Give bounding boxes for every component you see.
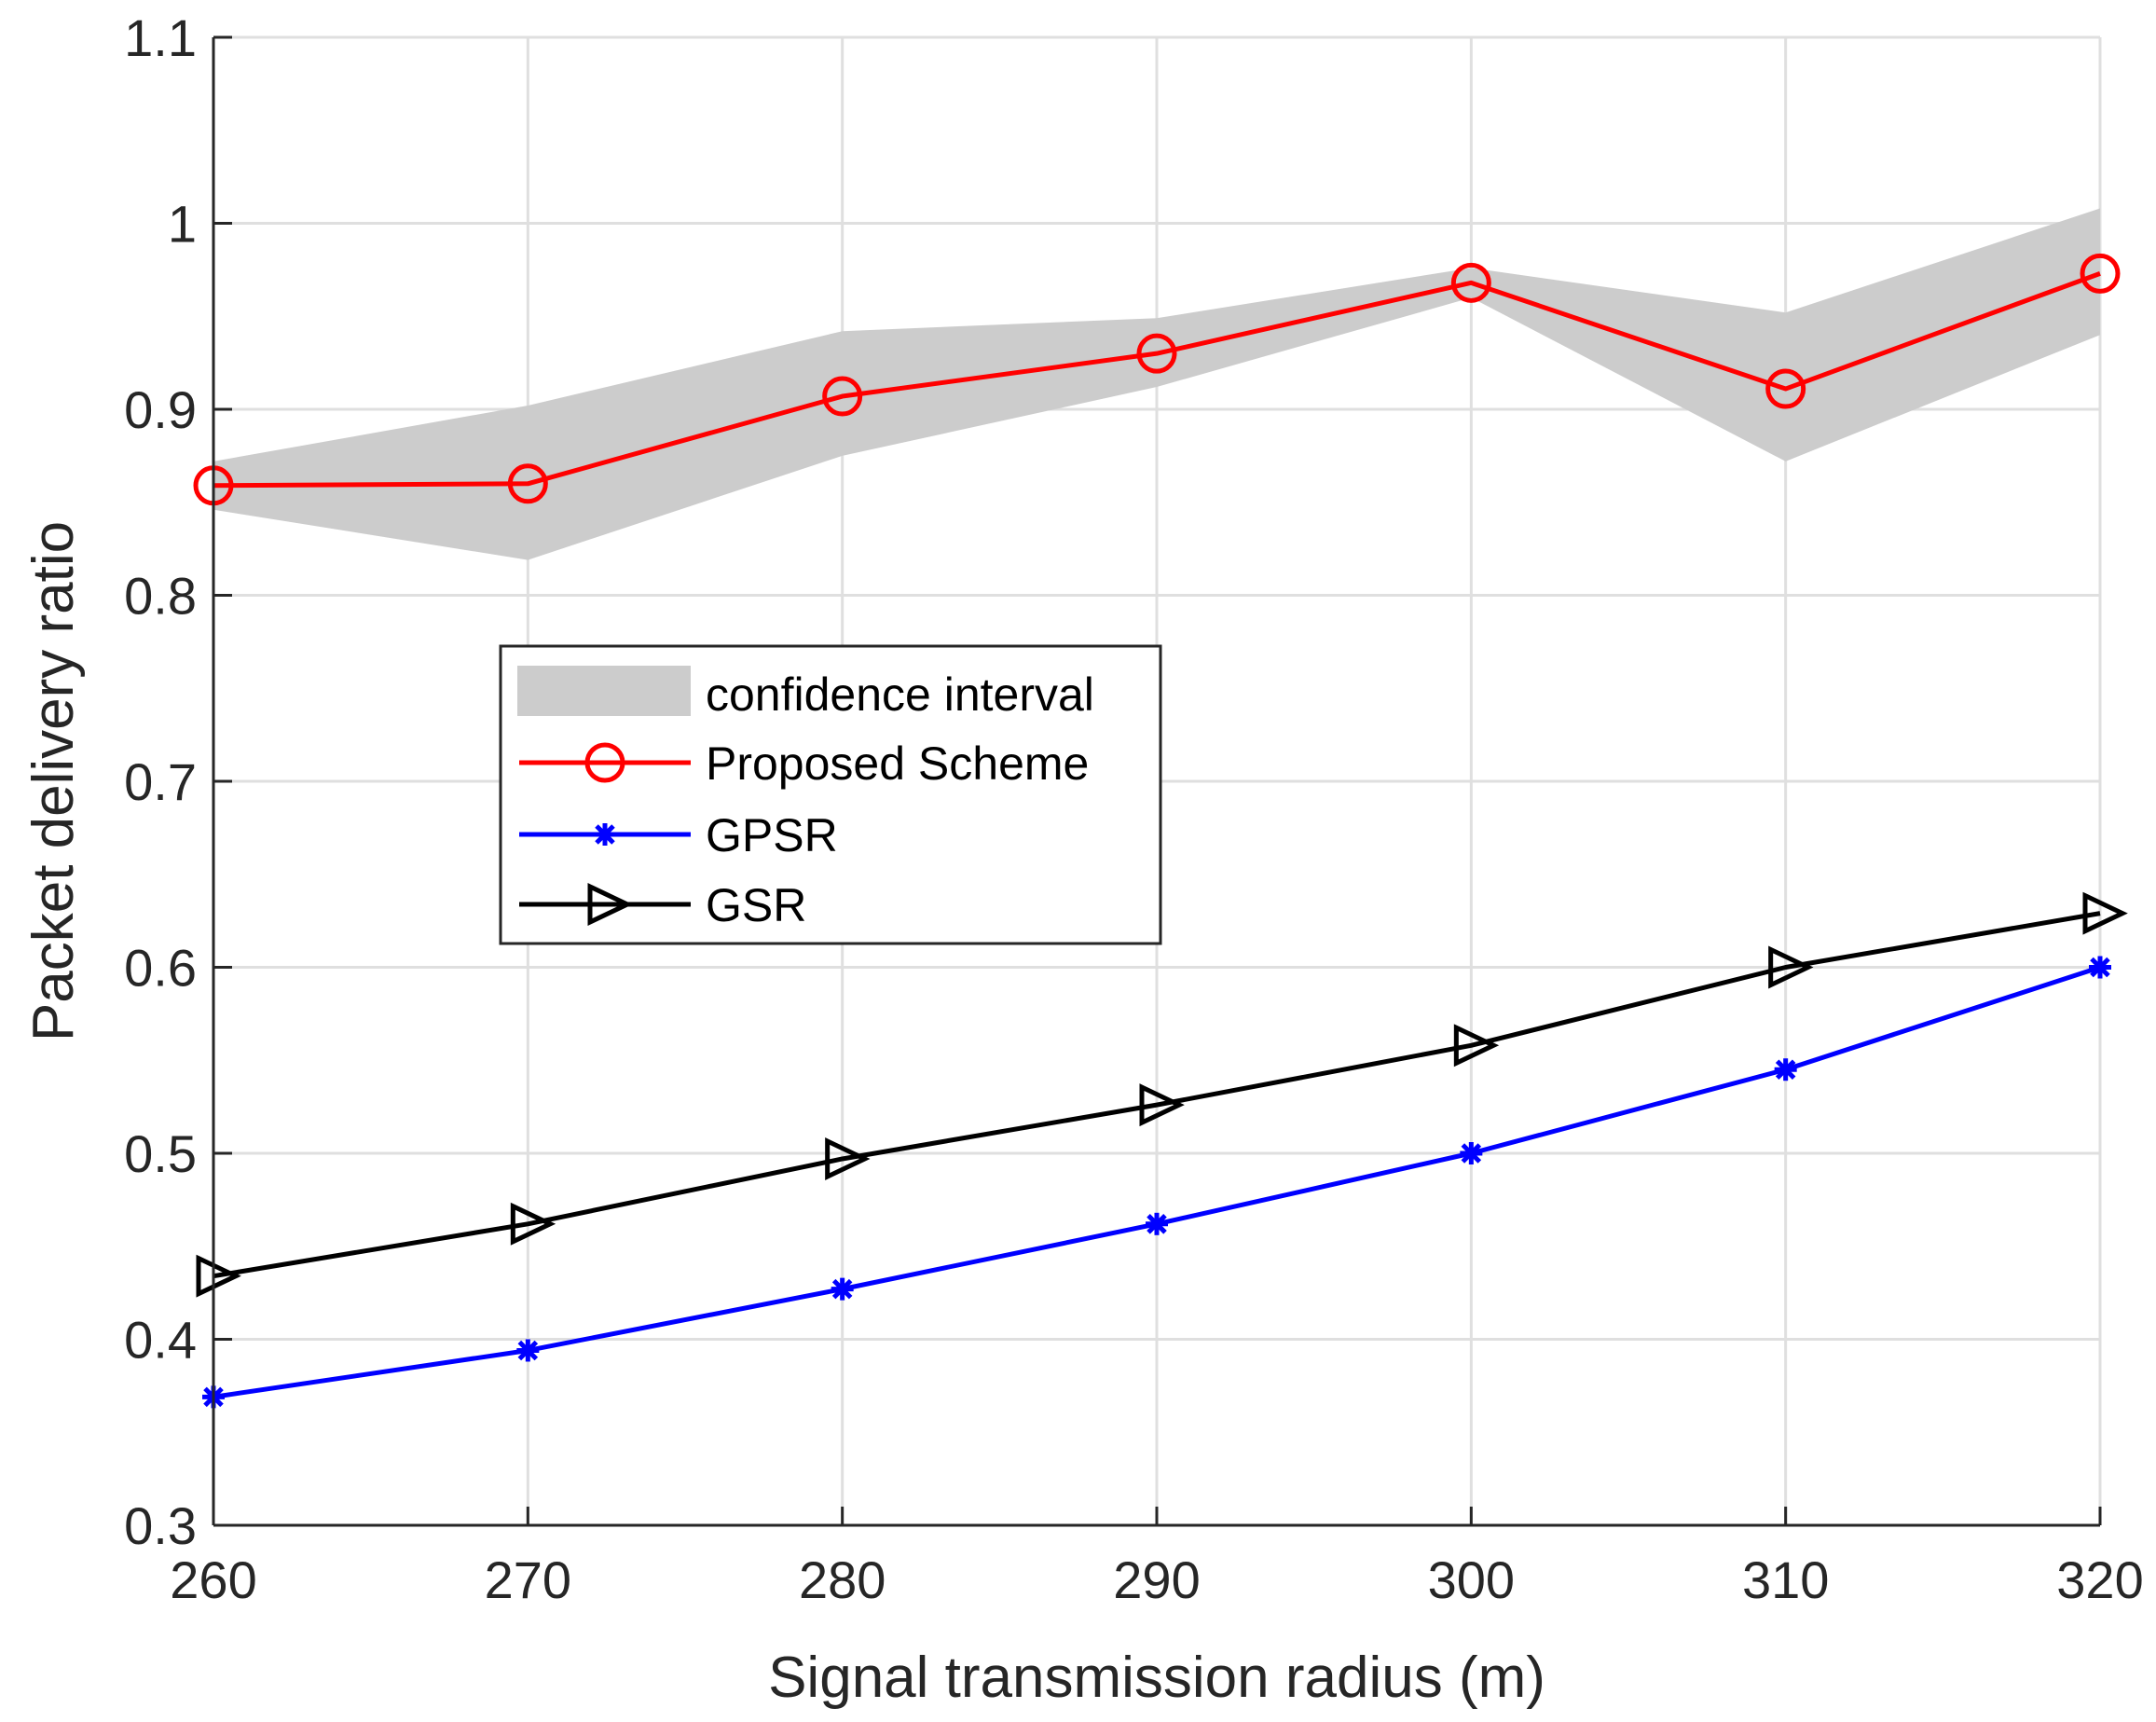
tick-labels: 260 270 280 290 300 310 320 0.3 0.4 0.5 0.6 0.7 0.8 0… <box>124 8 2144 1609</box>
y-axis-label: Packet delivery ratio <box>21 521 86 1041</box>
legend-label-confidence-interval: confidence interval <box>706 668 1094 721</box>
legend-swatch-confidence-interval <box>517 666 691 716</box>
legend-marker-gpsr <box>594 823 616 846</box>
data-point-gpsr <box>831 1277 854 1301</box>
y-tick-label: 1 <box>168 195 197 254</box>
y-tick-label: 0.4 <box>124 1311 197 1370</box>
legend-label-gsr: GSR <box>706 879 806 931</box>
y-tick-label: 0.8 <box>124 567 197 626</box>
data-point-gsr <box>825 1137 871 1180</box>
y-tick-label: 0.3 <box>124 1496 197 1555</box>
data-point-gpsr <box>1774 1058 1797 1081</box>
asterisk-stroke <box>831 1278 853 1300</box>
x-tick-label: 280 <box>799 1550 886 1609</box>
data-point-proposed-scheme <box>1136 333 1177 374</box>
series-line-proposed-scheme <box>213 271 2101 489</box>
x-tick-label: 260 <box>170 1550 256 1609</box>
data-point-proposed-scheme <box>2080 253 2121 294</box>
data-point-proposed-scheme <box>1450 262 1491 303</box>
data-point-gpsr <box>2089 956 2111 979</box>
y-tick-label: 0.7 <box>124 752 197 811</box>
y-tick-label: 0.6 <box>124 939 197 998</box>
data-point-gsr <box>2082 891 2128 935</box>
data-point-gsr <box>196 1254 241 1298</box>
legend-marker-proposed-scheme <box>584 742 625 783</box>
asterisk-stroke <box>1147 1214 1167 1234</box>
asterisk-stroke <box>517 1340 539 1361</box>
legend: confidence interval Proposed Scheme GPSR… <box>499 644 1162 945</box>
asterisk-stroke <box>2090 957 2110 978</box>
confidence-interval-band <box>213 208 2100 560</box>
data-point-gsr <box>1453 1024 1500 1068</box>
data-point-gsr <box>510 1202 556 1246</box>
x-tick-label: 290 <box>1113 1550 1200 1609</box>
data-point-gpsr <box>1460 1142 1483 1164</box>
confidence-band-layer <box>213 208 2100 560</box>
data-point-gsr <box>1768 945 1814 989</box>
asterisk-stroke <box>1461 1143 1482 1164</box>
data-point-gpsr <box>516 1339 540 1362</box>
y-tick-label: 0.9 <box>124 380 197 439</box>
data-point-gpsr <box>1146 1212 1168 1235</box>
legend-marker-gsr <box>587 883 633 926</box>
data-point-proposed-scheme <box>1765 368 1806 409</box>
series-layer <box>193 253 2128 1409</box>
x-tick-label: 310 <box>1742 1550 1829 1609</box>
axes <box>212 35 2102 1527</box>
data-point-proposed-scheme <box>507 463 548 504</box>
series-line-gsr <box>213 911 2101 1279</box>
x-axis-label: Signal transmission radius (m) <box>768 1646 1545 1710</box>
data-point-gsr <box>1139 1083 1185 1127</box>
asterisk-stroke <box>1775 1059 1796 1080</box>
x-tick-label: 270 <box>485 1550 571 1609</box>
x-tick-label: 300 <box>1428 1550 1515 1609</box>
x-tick-label: 320 <box>2056 1550 2143 1609</box>
legend-label-gpsr: GPSR <box>706 809 838 861</box>
y-tick-label: 0.5 <box>124 1124 197 1183</box>
y-tick-label: 1.1 <box>124 8 197 67</box>
legend-label-proposed-scheme: Proposed Scheme <box>706 737 1089 790</box>
data-point-proposed-scheme <box>822 376 863 417</box>
